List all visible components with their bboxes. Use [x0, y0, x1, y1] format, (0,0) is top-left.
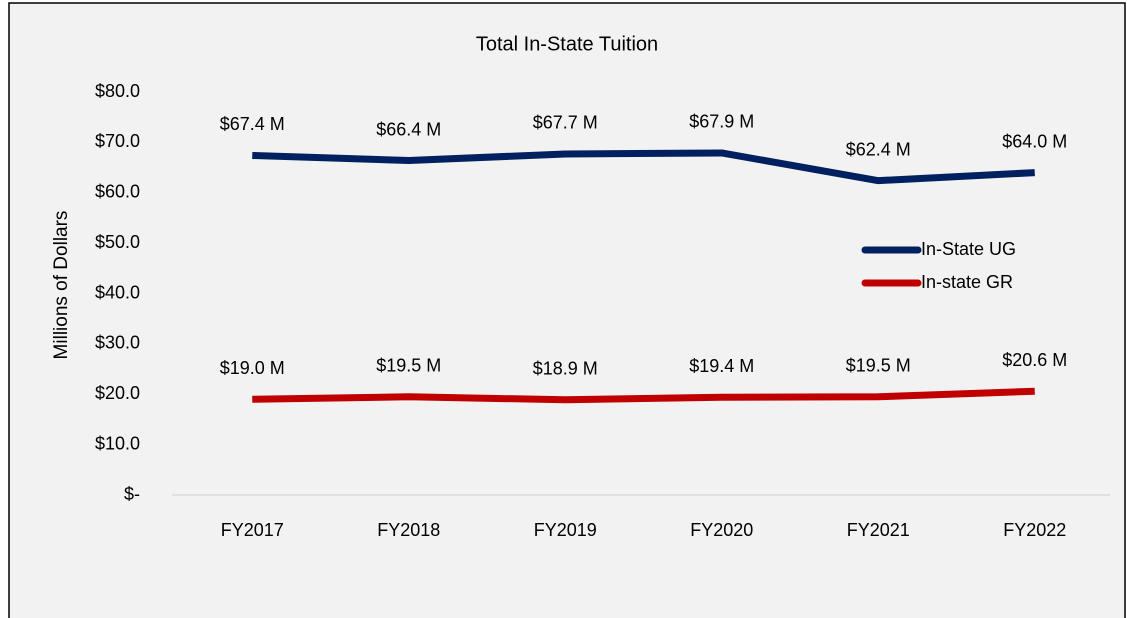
x-tick-label: FY2017 [221, 520, 284, 540]
data-label: $67.7 M [533, 113, 598, 133]
y-tick-label: $60.0 [95, 182, 140, 202]
x-tick-label: FY2022 [1003, 520, 1066, 540]
y-tick-label: $- [124, 484, 140, 504]
y-tick-label: $20.0 [95, 383, 140, 403]
legend-label: In-State UG [921, 239, 1016, 259]
x-tick-label: FY2019 [534, 520, 597, 540]
data-label: $67.9 M [689, 112, 754, 132]
data-label: $19.5 M [376, 356, 441, 376]
y-tick-label: $10.0 [95, 433, 140, 453]
data-label: $62.4 M [846, 139, 911, 159]
x-tick-label: FY2018 [377, 520, 440, 540]
data-label: $66.4 M [376, 119, 441, 139]
x-tick-label: FY2021 [847, 520, 910, 540]
data-label: $19.4 M [689, 356, 754, 376]
chart-frame [8, 2, 1126, 618]
data-label: $18.9 M [533, 359, 598, 379]
y-tick-label: $40.0 [95, 282, 140, 302]
data-label: $19.0 M [220, 358, 285, 378]
legend-label: In-state GR [921, 272, 1013, 292]
series-line [252, 387, 1035, 404]
data-label: $64.0 M [1002, 131, 1067, 151]
x-tick-label: FY2020 [690, 520, 753, 540]
series-line [252, 149, 1035, 185]
y-tick-label: $30.0 [95, 333, 140, 353]
y-axis-label: Millions of Dollars [51, 211, 72, 360]
y-tick-label: $80.0 [95, 81, 140, 101]
chart-title: Total In-State Tuition [476, 33, 658, 55]
data-label: $20.6 M [1002, 350, 1067, 370]
data-label: $67.4 M [220, 114, 285, 134]
y-tick-label: $50.0 [95, 232, 140, 252]
data-label: $19.5 M [846, 356, 911, 376]
y-tick-label: $70.0 [95, 131, 140, 151]
